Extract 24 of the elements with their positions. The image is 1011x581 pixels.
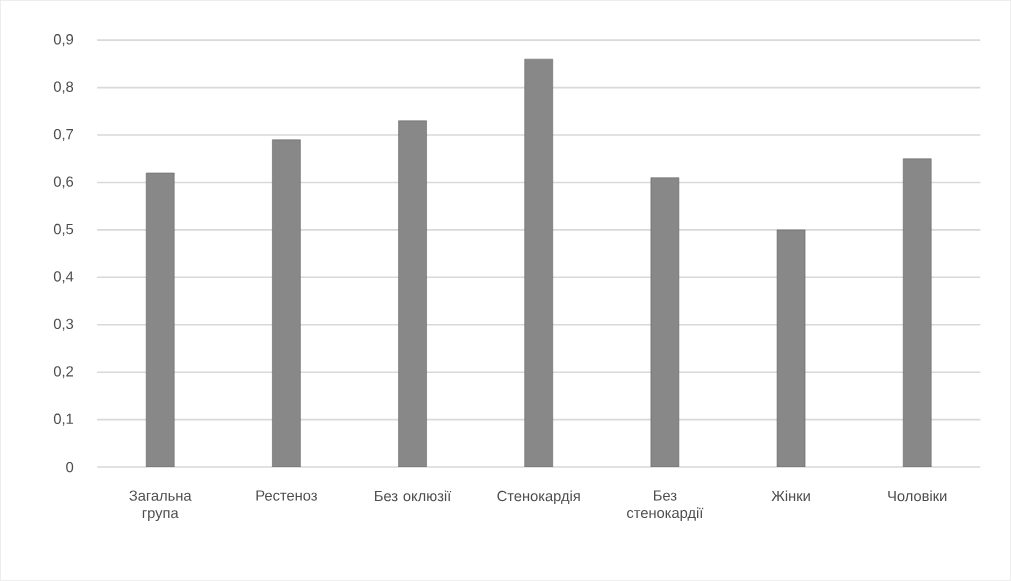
y-tick-label: 0,6 bbox=[53, 176, 74, 189]
y-tick-label: 0,9 bbox=[53, 34, 74, 47]
x-tick-label: Рестеноз bbox=[256, 490, 317, 501]
x-tick-label: Без оклюзії bbox=[375, 490, 452, 502]
y-tick-label: 0,3 bbox=[53, 318, 74, 331]
bar bbox=[272, 139, 301, 468]
bar bbox=[524, 58, 553, 468]
y-tick-label: 0,5 bbox=[53, 223, 74, 237]
bar bbox=[650, 177, 680, 468]
bar bbox=[902, 158, 932, 468]
bar bbox=[145, 172, 175, 468]
x-tick-label: Загальна група bbox=[129, 490, 192, 522]
x-tick-label: Без стенокардії bbox=[627, 490, 704, 521]
y-tick-label: 0,7 bbox=[53, 129, 74, 142]
x-tick-label: Жінки bbox=[771, 490, 810, 502]
x-tick-label: Чоловіки bbox=[888, 490, 947, 502]
x-tick-label: Стенокардія bbox=[497, 490, 580, 505]
y-tick-label: 0,8 bbox=[53, 81, 74, 94]
bar bbox=[776, 229, 806, 468]
y-tick-label: 0,1 bbox=[53, 413, 74, 426]
y-tick-label: 0,4 bbox=[53, 271, 74, 284]
y-tick-label: 0 bbox=[66, 461, 74, 473]
bar bbox=[398, 120, 427, 468]
y-tick-label: 0,2 bbox=[53, 366, 74, 379]
